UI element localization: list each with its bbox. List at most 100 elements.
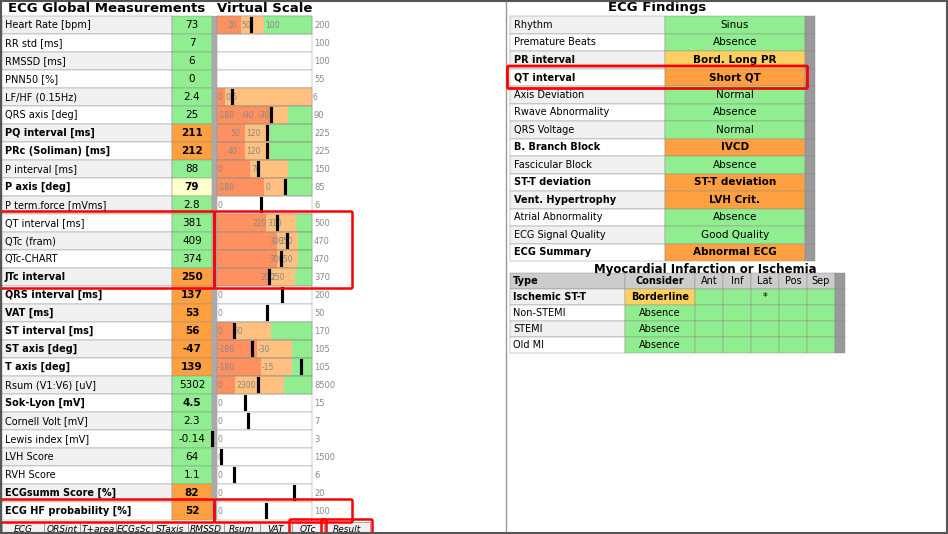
Bar <box>835 337 845 353</box>
Bar <box>510 34 665 51</box>
Bar <box>510 138 665 156</box>
Bar <box>217 88 225 106</box>
Text: *: * <box>762 292 767 302</box>
Text: QRS interval [ms]: QRS interval [ms] <box>5 290 102 300</box>
Bar <box>695 289 723 305</box>
Text: 20: 20 <box>314 489 324 498</box>
Text: Sep: Sep <box>811 276 830 286</box>
Text: 90: 90 <box>314 111 324 120</box>
Bar <box>257 340 292 358</box>
Bar <box>80 522 116 534</box>
Bar <box>723 337 751 353</box>
Bar <box>625 305 695 321</box>
Bar <box>510 289 625 305</box>
Text: Premature Beats: Premature Beats <box>514 37 596 47</box>
Bar <box>217 250 312 268</box>
Text: PNN50 [%]: PNN50 [%] <box>5 74 58 84</box>
Bar <box>260 522 292 534</box>
Bar <box>292 522 324 534</box>
Bar <box>807 273 835 289</box>
Text: 225: 225 <box>314 129 330 137</box>
Text: 0: 0 <box>218 452 223 461</box>
Bar <box>300 359 302 375</box>
Text: ST axis [deg]: ST axis [deg] <box>5 344 77 354</box>
Text: 3: 3 <box>314 435 319 444</box>
Bar <box>2 358 172 376</box>
Text: Inf: Inf <box>731 276 743 286</box>
Text: 137: 137 <box>181 290 203 300</box>
Bar <box>510 104 665 121</box>
Text: Absence: Absence <box>713 212 757 222</box>
Bar <box>2 322 172 340</box>
Bar <box>283 179 287 195</box>
Bar <box>235 376 284 394</box>
Bar <box>625 273 695 289</box>
Bar <box>510 156 665 174</box>
Bar <box>172 430 212 448</box>
Bar <box>225 88 312 106</box>
Bar <box>172 232 212 250</box>
Bar <box>44 522 80 534</box>
Text: QTc-CHART: QTc-CHART <box>5 254 59 264</box>
Text: RR std [ms]: RR std [ms] <box>5 38 63 48</box>
Text: Virtual Scale: Virtual Scale <box>217 2 312 14</box>
Bar <box>257 161 261 177</box>
Text: LVH Crit.: LVH Crit. <box>709 195 760 205</box>
Bar <box>172 142 212 160</box>
Bar <box>172 70 212 88</box>
Text: Normal: Normal <box>716 125 754 135</box>
Text: 381: 381 <box>182 218 202 228</box>
Bar <box>217 214 312 232</box>
Bar <box>2 106 172 124</box>
Text: Myocardial Infarction or Ischemia: Myocardial Infarction or Ischemia <box>593 263 816 276</box>
Text: 82: 82 <box>185 488 199 498</box>
Text: P interval [ms]: P interval [ms] <box>5 164 77 174</box>
Text: IVCD: IVCD <box>720 142 749 152</box>
Text: 139: 139 <box>181 362 203 372</box>
Text: 225: 225 <box>314 146 330 155</box>
Bar <box>172 358 212 376</box>
Bar <box>116 522 152 534</box>
Bar <box>241 16 264 34</box>
Text: 250: 250 <box>181 272 203 282</box>
Bar <box>625 321 695 337</box>
Text: 0: 0 <box>218 398 223 407</box>
Bar <box>231 89 234 105</box>
Text: -180: -180 <box>218 344 235 354</box>
Bar <box>665 34 805 51</box>
Text: 7: 7 <box>314 417 319 426</box>
Text: Absence: Absence <box>639 308 681 318</box>
Bar <box>217 124 312 142</box>
Bar <box>260 197 263 213</box>
Bar <box>779 289 807 305</box>
Bar <box>510 86 665 104</box>
Bar <box>217 268 312 286</box>
Text: ECGsumm Score [%]: ECGsumm Score [%] <box>5 488 116 498</box>
Bar <box>217 358 312 376</box>
Text: 0: 0 <box>265 183 270 192</box>
Text: Vent. Hypertrophy: Vent. Hypertrophy <box>514 195 616 205</box>
Bar <box>172 34 212 52</box>
Bar <box>2 522 44 534</box>
Text: 212: 212 <box>181 146 203 156</box>
Bar <box>217 322 233 340</box>
Bar <box>217 340 257 358</box>
Text: 374: 374 <box>182 254 202 264</box>
Bar <box>217 88 312 106</box>
Text: Lewis index [mV]: Lewis index [mV] <box>5 434 89 444</box>
Text: 105: 105 <box>314 344 330 354</box>
Text: Result: Result <box>333 525 361 534</box>
Bar <box>217 322 312 340</box>
Text: 6: 6 <box>313 92 318 101</box>
Text: Borderline: Borderline <box>631 292 689 302</box>
Bar <box>217 232 278 250</box>
Bar <box>510 174 665 191</box>
Bar <box>250 160 288 178</box>
Bar <box>217 106 272 124</box>
Text: 409: 409 <box>182 236 202 246</box>
Bar <box>212 16 217 520</box>
Text: Ant: Ant <box>701 276 718 286</box>
Bar <box>2 376 172 394</box>
Bar <box>246 413 249 429</box>
Bar <box>805 68 815 86</box>
